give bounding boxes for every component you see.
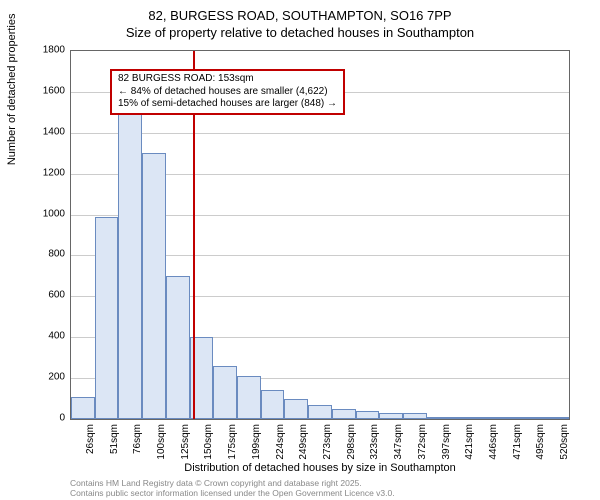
histogram-bar (427, 417, 451, 419)
x-tick-label: 446sqm (488, 424, 499, 474)
y-tick-label: 200 (35, 372, 65, 383)
histogram-bar (522, 417, 546, 419)
x-tick-label: 347sqm (393, 424, 404, 474)
histogram-bar (474, 417, 498, 419)
plot-area: 82 BURGESS ROAD: 153sqm ← 84% of detache… (70, 50, 570, 420)
x-tick-label: 298sqm (346, 424, 357, 474)
histogram-bar (71, 397, 95, 419)
annotation-line3: 15% of semi-detached houses are larger (… (118, 98, 337, 111)
y-tick-label: 600 (35, 290, 65, 301)
y-tick-label: 1400 (35, 126, 65, 137)
footer-credits: Contains HM Land Registry data © Crown c… (70, 478, 395, 498)
y-tick-label: 1600 (35, 85, 65, 96)
histogram-bar (356, 411, 380, 419)
histogram-bar (213, 366, 237, 419)
annotation-line2: ← 84% of detached houses are smaller (4,… (118, 86, 337, 99)
x-tick-label: 397sqm (441, 424, 452, 474)
x-tick-label: 199sqm (251, 424, 262, 474)
x-tick-label: 421sqm (464, 424, 475, 474)
annotation-box: 82 BURGESS ROAD: 153sqm ← 84% of detache… (110, 69, 345, 115)
x-tick-label: 26sqm (85, 424, 96, 474)
title-line1: 82, BURGESS ROAD, SOUTHAMPTON, SO16 7PP (0, 8, 600, 25)
histogram-bar (284, 399, 308, 419)
histogram-bar (379, 413, 403, 419)
histogram-bar (308, 405, 332, 419)
x-tick-label: 495sqm (535, 424, 546, 474)
histogram-bar (95, 217, 119, 419)
y-axis-label: Number of detached properties (6, 14, 18, 166)
x-tick-label: 150sqm (203, 424, 214, 474)
y-tick-label: 400 (35, 331, 65, 342)
x-tick-label: 224sqm (275, 424, 286, 474)
credit-line2: Contains public sector information licen… (70, 488, 395, 498)
x-tick-label: 76sqm (132, 424, 143, 474)
x-tick-label: 51sqm (109, 424, 120, 474)
y-tick-label: 800 (35, 249, 65, 260)
histogram-bar (237, 376, 261, 419)
x-tick-label: 323sqm (369, 424, 380, 474)
credit-line1: Contains HM Land Registry data © Crown c… (70, 478, 395, 488)
annotation-line1: 82 BURGESS ROAD: 153sqm (118, 73, 337, 86)
histogram-bar (261, 390, 285, 419)
x-tick-label: 175sqm (227, 424, 238, 474)
x-tick-label: 520sqm (559, 424, 570, 474)
x-tick-label: 125sqm (180, 424, 191, 474)
x-tick-label: 471sqm (512, 424, 523, 474)
histogram-bar (498, 417, 522, 419)
x-tick-label: 249sqm (298, 424, 309, 474)
chart-title-block: 82, BURGESS ROAD, SOUTHAMPTON, SO16 7PP … (0, 0, 600, 42)
y-tick-label: 1000 (35, 208, 65, 219)
x-tick-label: 273sqm (322, 424, 333, 474)
histogram-bar (403, 413, 427, 419)
histogram-bar (450, 417, 474, 419)
histogram-bar (142, 153, 166, 419)
histogram-bar (545, 417, 569, 419)
y-tick-label: 0 (35, 413, 65, 424)
gridline (71, 133, 569, 134)
y-tick-label: 1200 (35, 167, 65, 178)
histogram-bar (118, 112, 142, 419)
histogram-bar (166, 276, 190, 419)
chart-container: 82, BURGESS ROAD, SOUTHAMPTON, SO16 7PP … (0, 0, 600, 500)
title-line2: Size of property relative to detached ho… (0, 25, 600, 42)
x-tick-label: 372sqm (417, 424, 428, 474)
y-tick-label: 1800 (35, 45, 65, 56)
histogram-bar (332, 409, 356, 419)
x-tick-label: 100sqm (156, 424, 167, 474)
